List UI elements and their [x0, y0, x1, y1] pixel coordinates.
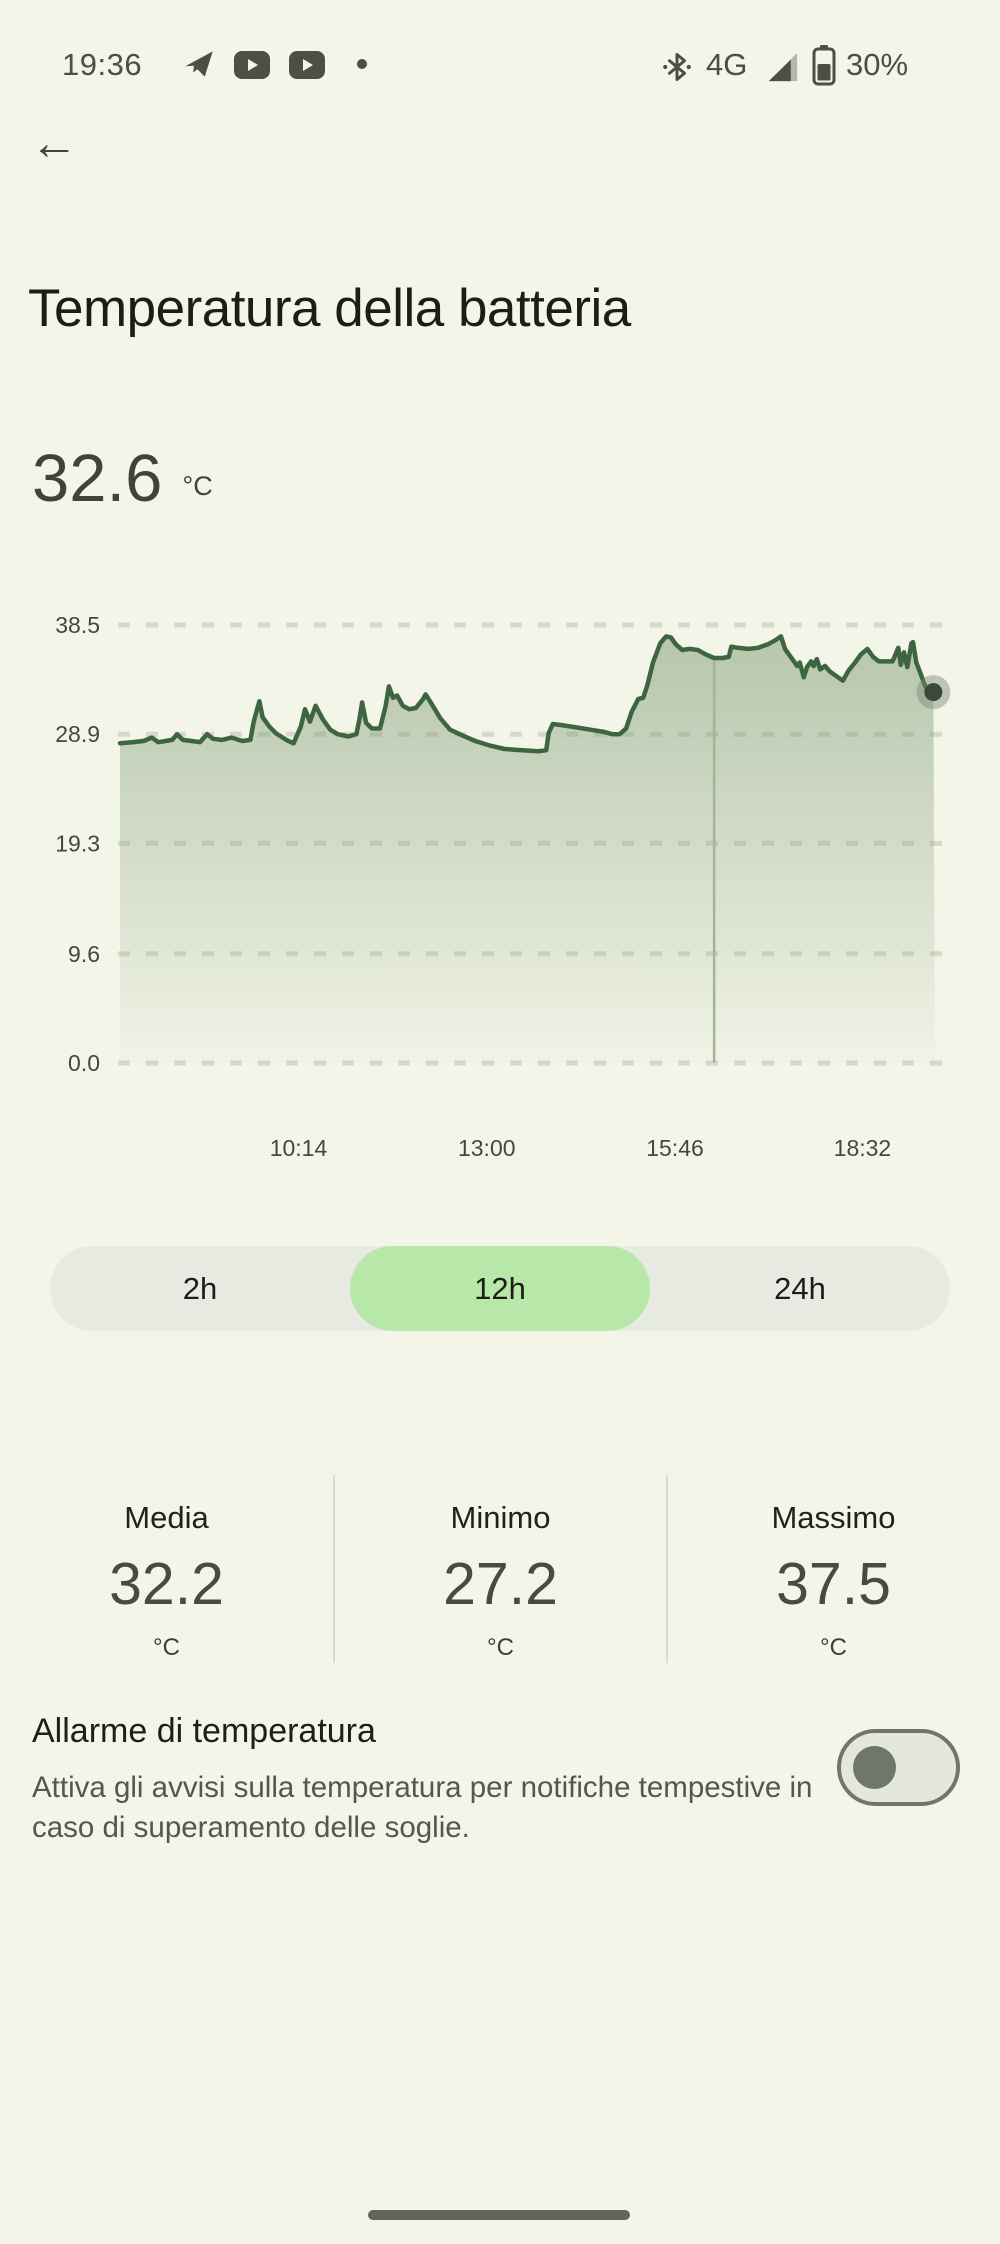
stat-value: 37.5 — [776, 1551, 891, 1617]
range-option-24h[interactable]: 24h — [774, 1270, 826, 1306]
stat-value: 32.2 — [109, 1551, 224, 1617]
stat-unit: °C — [820, 1634, 847, 1661]
status-clock: 19:36 — [62, 47, 143, 82]
stat-unit: °C — [487, 1634, 514, 1661]
svg-text:10:14: 10:14 — [270, 1135, 328, 1161]
svg-text:15:46: 15:46 — [646, 1135, 704, 1161]
temperature-chart[interactable]: 38.5 28.9 19.3 9.6 0.0 10:14 13:00 15:46 18:32 — [0, 580, 1000, 1180]
stat-label: Media — [124, 1500, 209, 1535]
stat-divider — [333, 1475, 335, 1663]
notification-dot-icon — [357, 59, 367, 69]
stats-row: Media 32.2 °C Minimo 27.2 °C Massimo 37.… — [0, 1470, 1000, 1670]
battery-percent-label: 30% — [846, 47, 909, 82]
alarm-toggle-thumb — [853, 1746, 896, 1789]
stat-divider — [666, 1475, 668, 1663]
youtube-icon — [289, 51, 325, 79]
current-temperature-unit: °C — [182, 471, 213, 501]
network-type-label: 4G — [706, 47, 748, 82]
stat-label: Massimo — [771, 1500, 896, 1535]
range-option-2h[interactable]: 2h — [182, 1270, 218, 1306]
svg-text:18:32: 18:32 — [834, 1135, 892, 1161]
current-temperature-value: 32.6 — [32, 441, 163, 516]
back-button[interactable]: ← — [30, 117, 78, 170]
stat-unit: °C — [153, 1634, 180, 1661]
stat-massimo: Massimo 37.5 °C — [667, 1470, 1000, 1662]
gesture-navigation-bar[interactable] — [368, 2210, 630, 2220]
telegram-icon — [185, 51, 213, 77]
stat-minimo: Minimo 27.2 °C — [334, 1470, 667, 1662]
youtube-icon — [234, 51, 270, 79]
stat-value: 27.2 — [443, 1551, 558, 1617]
svg-text:28.9: 28.9 — [55, 721, 100, 747]
svg-text:0.0: 0.0 — [68, 1050, 100, 1076]
alarm-section-title: Allarme di temperatura — [32, 1712, 376, 1750]
svg-text:13:00: 13:00 — [458, 1135, 516, 1161]
stat-media: Media 32.2 °C — [0, 1470, 333, 1662]
range-option-12h[interactable]: 12h — [350, 1246, 650, 1331]
svg-text:19.3: 19.3 — [55, 830, 100, 856]
status-bar: 19:36 4G 30% — [0, 0, 1000, 110]
current-temperature: 32.6 °C — [32, 440, 213, 517]
alarm-section-description: Attiva gli avvisi sulla temperatura per … — [32, 1771, 813, 1844]
bluetooth-icon — [663, 53, 691, 81]
alarm-toggle[interactable] — [837, 1729, 960, 1806]
threshold-slider: 15.0°C 35.0°C — [0, 1890, 1000, 2050]
svg-text:9.6: 9.6 — [68, 941, 100, 967]
svg-text:38.5: 38.5 — [55, 612, 100, 638]
page-title: Temperatura della batteria — [28, 279, 631, 338]
stat-label: Minimo — [450, 1500, 551, 1535]
time-range-selector: 2h 12h 24h — [50, 1246, 950, 1331]
signal-icon — [768, 52, 798, 82]
battery-icon — [812, 45, 836, 86]
